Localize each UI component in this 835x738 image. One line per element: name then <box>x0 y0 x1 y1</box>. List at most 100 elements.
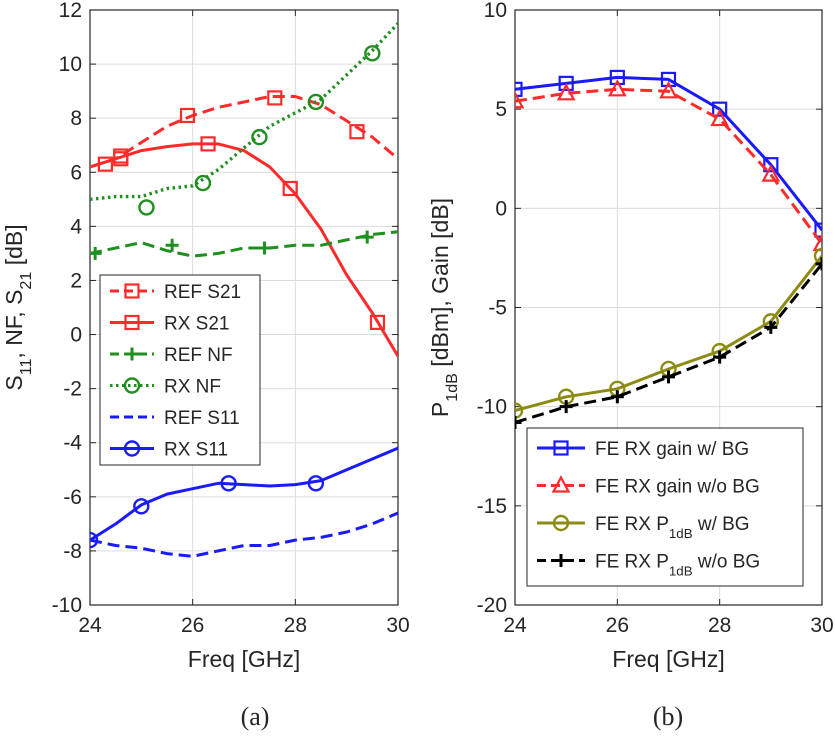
panel-a-series-3-point <box>194 174 212 192</box>
panel-a-y-axis-label-part: 21 <box>17 272 35 290</box>
panel-b-legend-label-part: w/o BG <box>693 552 761 573</box>
panel-b-legend-label-part: FE RX gain w/o BG <box>595 477 760 498</box>
panel-b-y-tick-label: 5 <box>495 98 507 121</box>
panel-b-legend-label: FE RX gain w/ BG <box>595 439 749 460</box>
panel-a-series-1-point <box>113 151 129 167</box>
panel-a-y-tick-label: -6 <box>63 486 82 509</box>
panel-b-legend-label-part: w/ BG <box>693 514 750 535</box>
panel-b-series-1-point <box>761 164 781 182</box>
panel-a-series-2-line <box>90 230 398 258</box>
panel-a-series-5-point <box>307 475 325 492</box>
panel-b-legend-label-part: FE RX P <box>595 514 669 535</box>
panel-b-series-group <box>515 69 822 430</box>
panel-a-y-tick-label: -10 <box>52 594 82 617</box>
panel-a-series-2-point <box>165 238 179 252</box>
panel-a-series-3-point <box>307 93 325 111</box>
panel-b-y-axis-label-part: P <box>427 402 453 417</box>
panel-b-series-2-point <box>813 247 822 265</box>
panel-b-legend-marker <box>554 554 568 567</box>
panel-b-x-tick-label: 26 <box>606 614 629 637</box>
panel-b-y-tick-label: -20 <box>477 594 507 617</box>
panel-b-legend-marker <box>552 514 570 532</box>
panel-a-series-1-line <box>90 142 398 357</box>
panel-a-legend-label: REF NF <box>164 345 233 366</box>
panel-a-series-5-line <box>90 446 398 542</box>
panel-b-series-1-point <box>710 108 730 127</box>
panel-b-series-1-point <box>515 90 525 109</box>
panel-a-legend-label: RX NF <box>164 377 221 398</box>
panel-b-series-0-point <box>609 69 625 86</box>
panel-b-series-3-point <box>662 370 675 384</box>
panel-a-y-tick-label: 4 <box>70 215 82 238</box>
panel-b-series-0-point <box>515 81 523 97</box>
panel-b-legend-label-part: 1dB <box>669 563 693 578</box>
panel-a-y-tick-label: 0 <box>70 324 82 347</box>
panel-a-series-5-point <box>133 498 150 515</box>
panel-b-legend-label: FE RX P1dB w/o BG <box>595 552 760 579</box>
panel-a-y-axis-label-part: S <box>1 375 27 390</box>
panel-b-x-tick-label: 24 <box>503 614 527 637</box>
panel-b-series-0-point <box>814 222 822 238</box>
panel-a-legend-marker <box>123 440 141 457</box>
panel-b-y-tick-label: -15 <box>477 495 507 518</box>
panel-b-y-tick-label: -5 <box>488 297 507 320</box>
panel-a-series-4-line <box>90 511 398 558</box>
panel-b-series-1-line <box>515 87 822 245</box>
panel-a-y-tick-label: 2 <box>70 269 82 292</box>
panel-a-axes-frame <box>89 9 399 606</box>
panel-b-y-tick-label: 0 <box>495 197 507 220</box>
panel-b-series-3-point <box>764 320 778 334</box>
panel-a-legend-label: RX S11 <box>164 440 228 461</box>
panel-b-legend-marker <box>553 440 569 456</box>
panel-a-x-tick-label: 30 <box>386 614 409 637</box>
panel-b-axes-frame <box>514 9 823 606</box>
panel-a-y-tick-label: 8 <box>70 107 82 130</box>
panel-b-series-0-point <box>660 71 677 88</box>
panel-a-legend-marker <box>124 283 140 299</box>
panel-a-x-axis-label: Freq [GHz] <box>188 646 300 672</box>
panel-a-series-group <box>90 22 398 558</box>
panel-a-y-tick-label: -8 <box>63 540 82 563</box>
panel-a-series-0-point <box>349 124 365 140</box>
panel-b-series-0-point <box>712 101 728 117</box>
panel-a-legend-label: REF S21 <box>164 282 241 303</box>
panel-a-legend-marker <box>125 347 139 361</box>
panel-a-series-0-point <box>267 90 283 106</box>
panel-a-series-0-point <box>179 107 196 124</box>
panel-a-y-tick-label: 6 <box>70 161 82 184</box>
panel-b-legend-label: FE RX P1dB w/ BG <box>595 514 750 541</box>
panel-a-y-tick-label: 10 <box>59 53 82 76</box>
panel-b-caption: (b) <box>653 702 683 731</box>
panel-b-series-3-point <box>559 400 573 414</box>
panel-a-x-tick-label: 28 <box>284 614 307 637</box>
panel-a-legend-label: RX S21 <box>164 314 229 335</box>
panel-a-y-tick-label: -2 <box>63 378 82 401</box>
panel-b-series-3-point <box>713 350 727 364</box>
panel-b-series-1-point <box>812 233 822 252</box>
panel-a-x-tick-label: 26 <box>181 614 204 637</box>
panel-a-series-2-point <box>258 241 272 255</box>
panel-b-y-tick-label: -10 <box>477 396 507 419</box>
panel-a-series-3-line <box>90 22 398 201</box>
panel-a-y-axis-label-part: 11 <box>17 359 35 376</box>
panel-b-legend-label-part: 1dB <box>669 526 693 541</box>
panel-b-y-tick-label: 10 <box>484 0 507 22</box>
panel-a-legend-box <box>99 274 261 466</box>
panel-a-series-5-point <box>220 475 237 492</box>
panel-a-y-axis-label: S11, NF, S21 [dB] <box>1 224 35 390</box>
panel-a-series-2-point <box>360 230 374 244</box>
panel-a-series-1-point <box>282 180 298 197</box>
panel-a-legend-label: REF S11 <box>164 408 240 429</box>
panel-a-legend-marker <box>123 377 141 394</box>
panel-b-y-axis-label: P1dB [dBm], Gain [dB] <box>427 198 461 417</box>
panel-a-series-1-point <box>200 136 216 152</box>
panel-a-y-tick-label: 12 <box>59 0 82 22</box>
panel-b-series-3-point <box>815 257 822 271</box>
panel-a-y-axis-label-part: [dB] <box>1 224 27 271</box>
panel-b-legend-label-part: FE RX P <box>595 552 669 573</box>
panel-b-x-tick-label: 28 <box>708 614 731 637</box>
panel-b-series-1-point <box>659 80 678 99</box>
panel-a-series-3-point <box>364 45 381 62</box>
